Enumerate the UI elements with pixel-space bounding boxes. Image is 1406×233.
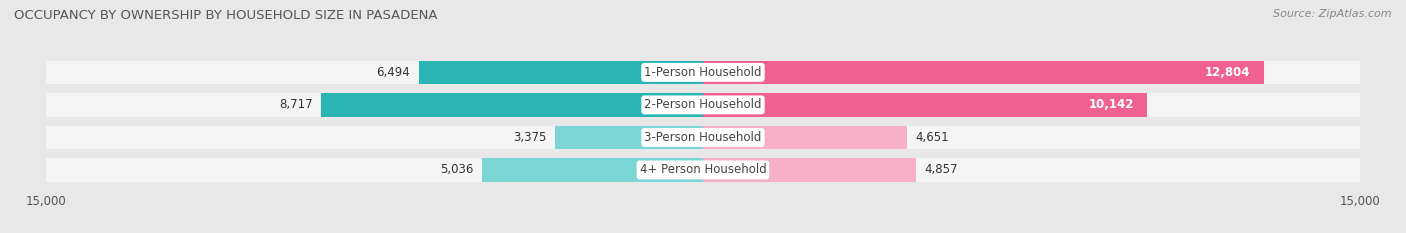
Text: OCCUPANCY BY OWNERSHIP BY HOUSEHOLD SIZE IN PASADENA: OCCUPANCY BY OWNERSHIP BY HOUSEHOLD SIZE… [14, 9, 437, 22]
Text: 4+ Person Household: 4+ Person Household [640, 163, 766, 176]
Text: 10,142: 10,142 [1088, 98, 1135, 111]
Text: 3,375: 3,375 [513, 131, 547, 144]
Text: 12,804: 12,804 [1205, 66, 1251, 79]
Bar [703, 126, 907, 149]
Bar [703, 61, 1264, 84]
Bar [321, 93, 703, 116]
Bar [555, 126, 703, 149]
Bar [703, 93, 1147, 116]
Bar [46, 61, 1360, 84]
Bar [46, 158, 1360, 182]
Bar [46, 93, 1360, 116]
Text: 4,857: 4,857 [925, 163, 957, 176]
Bar [703, 158, 915, 182]
Bar [419, 61, 703, 84]
Text: 6,494: 6,494 [375, 66, 409, 79]
Text: Source: ZipAtlas.com: Source: ZipAtlas.com [1274, 9, 1392, 19]
Text: 3-Person Household: 3-Person Household [644, 131, 762, 144]
Text: 1-Person Household: 1-Person Household [644, 66, 762, 79]
Text: 8,717: 8,717 [278, 98, 312, 111]
Bar [46, 126, 1360, 149]
Text: 5,036: 5,036 [440, 163, 474, 176]
Bar [482, 158, 703, 182]
Text: 2-Person Household: 2-Person Household [644, 98, 762, 111]
Text: 4,651: 4,651 [915, 131, 949, 144]
